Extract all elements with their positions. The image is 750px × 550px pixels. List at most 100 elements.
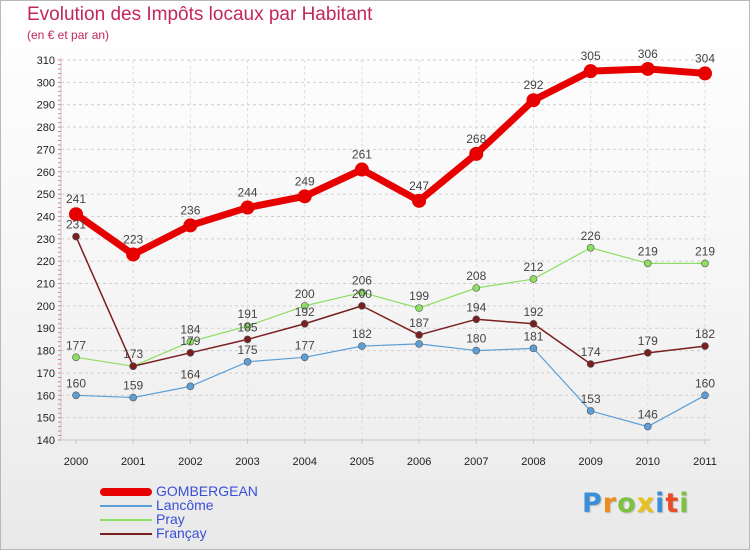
legend-label: Pray: [156, 511, 185, 527]
data-label-francay: 192: [295, 305, 315, 319]
legend-item: Françay: [100, 525, 360, 541]
data-point-lancome: [300, 353, 309, 362]
x-tick-label: 2010: [636, 456, 660, 468]
data-label-pray: 226: [581, 229, 601, 243]
data-label-francay: 231: [66, 218, 86, 232]
data-point-francay: [358, 302, 366, 310]
data-label-pray: 199: [409, 289, 429, 303]
data-point-gombergean: [354, 162, 369, 177]
data-point-pray: [72, 353, 80, 362]
legend-swatch: [100, 488, 152, 496]
data-point-francay: [243, 335, 252, 344]
y-tick-label: 150: [37, 413, 55, 425]
logo-letter: r: [602, 488, 618, 519]
data-label-gombergean: 261: [352, 148, 372, 162]
legend-swatch: [100, 519, 152, 521]
data-label-francay: 179: [180, 334, 200, 348]
data-label-pray: 177: [66, 338, 86, 352]
y-tick-label: 140: [37, 435, 55, 447]
x-tick-label: 2000: [64, 456, 88, 468]
data-point-gombergean: [69, 207, 83, 222]
y-tick-label: 280: [37, 122, 55, 134]
data-label-gombergean: 292: [523, 78, 543, 92]
data-label-pray: 184: [180, 323, 200, 337]
y-tick-label: 180: [37, 346, 55, 358]
data-label-francay: 194: [466, 300, 486, 314]
data-label-pray: 206: [352, 273, 372, 287]
data-label-lancome: 160: [66, 376, 86, 390]
data-point-pray: [472, 284, 481, 292]
data-label-pray: 200: [295, 287, 315, 301]
data-label-francay: 174: [581, 345, 601, 359]
data-label-pray: 219: [638, 244, 658, 258]
data-label-francay: 185: [238, 320, 258, 334]
series-line-francay: [75, 236, 706, 367]
y-tick-label: 260: [37, 167, 55, 179]
data-point-pray: [358, 288, 366, 297]
data-point-gombergean: [126, 247, 141, 262]
logo-letter: i: [679, 488, 690, 519]
data-point-pray: [644, 259, 652, 268]
y-tick-label: 220: [37, 256, 55, 268]
data-point-gombergean: [583, 64, 598, 79]
x-tick-label: 2002: [178, 456, 202, 468]
data-point-pray: [586, 243, 595, 252]
data-label-pray: 191: [238, 307, 258, 321]
y-tick-label: 240: [37, 211, 55, 223]
series-line-lancome: [75, 343, 706, 428]
data-point-pray: [701, 259, 709, 268]
x-tick-label: 2005: [350, 456, 374, 468]
data-point-francay: [415, 331, 423, 339]
logo-letter: o: [617, 488, 637, 519]
data-label-lancome: 146: [638, 408, 658, 422]
legend-item: Pray: [100, 511, 360, 527]
y-tick-label: 300: [37, 77, 55, 89]
data-point-francay: [529, 319, 538, 328]
x-tick-label: 2006: [407, 456, 431, 468]
data-label-gombergean: 305: [581, 49, 601, 63]
data-point-gombergean: [240, 200, 255, 215]
data-label-gombergean: 223: [123, 232, 143, 246]
data-point-lancome: [586, 407, 595, 415]
data-label-francay: 200: [352, 287, 372, 301]
data-label-gombergean: 247: [409, 179, 429, 193]
data-label-pray: 219: [695, 244, 715, 258]
data-point-francay: [186, 349, 195, 357]
data-label-lancome: 177: [295, 338, 315, 352]
data-point-pray: [415, 304, 423, 312]
series-line-pray: [75, 247, 705, 367]
y-tick-label: 310: [37, 55, 55, 67]
data-point-francay: [586, 360, 595, 368]
data-point-pray: [243, 322, 252, 330]
data-point-pray: [186, 337, 195, 346]
data-point-lancome: [72, 391, 80, 400]
y-tick-label: 190: [37, 323, 55, 335]
y-tick-label: 230: [37, 234, 55, 246]
legend-swatch: [100, 505, 152, 507]
chart-title: Evolution des Impôts locaux par Habitant: [27, 4, 373, 25]
data-label-lancome: 159: [123, 379, 143, 393]
chart-subtitle: (en € et par an): [27, 28, 110, 42]
data-point-pray: [529, 275, 538, 283]
x-tick-label: 2008: [521, 456, 545, 468]
y-tick-label: 290: [37, 100, 55, 112]
data-label-gombergean: 244: [238, 186, 258, 200]
data-point-gombergean: [297, 189, 312, 204]
data-label-gombergean: 241: [66, 192, 86, 206]
y-tick-label: 200: [37, 301, 55, 313]
data-label-gombergean: 249: [295, 174, 315, 188]
data-point-francay: [300, 319, 309, 328]
x-tick-label: 2004: [292, 456, 316, 468]
x-tick-label: 2009: [578, 456, 602, 468]
data-label-francay: 187: [409, 316, 429, 330]
y-tick-label: 210: [37, 279, 55, 291]
data-label-gombergean: 236: [180, 203, 200, 217]
legend-label: Françay: [156, 525, 207, 541]
logo-letter: P: [582, 488, 603, 519]
data-point-lancome: [644, 422, 652, 431]
data-label-lancome: 153: [581, 392, 601, 406]
data-point-lancome: [529, 344, 538, 353]
data-point-gombergean: [412, 193, 427, 208]
